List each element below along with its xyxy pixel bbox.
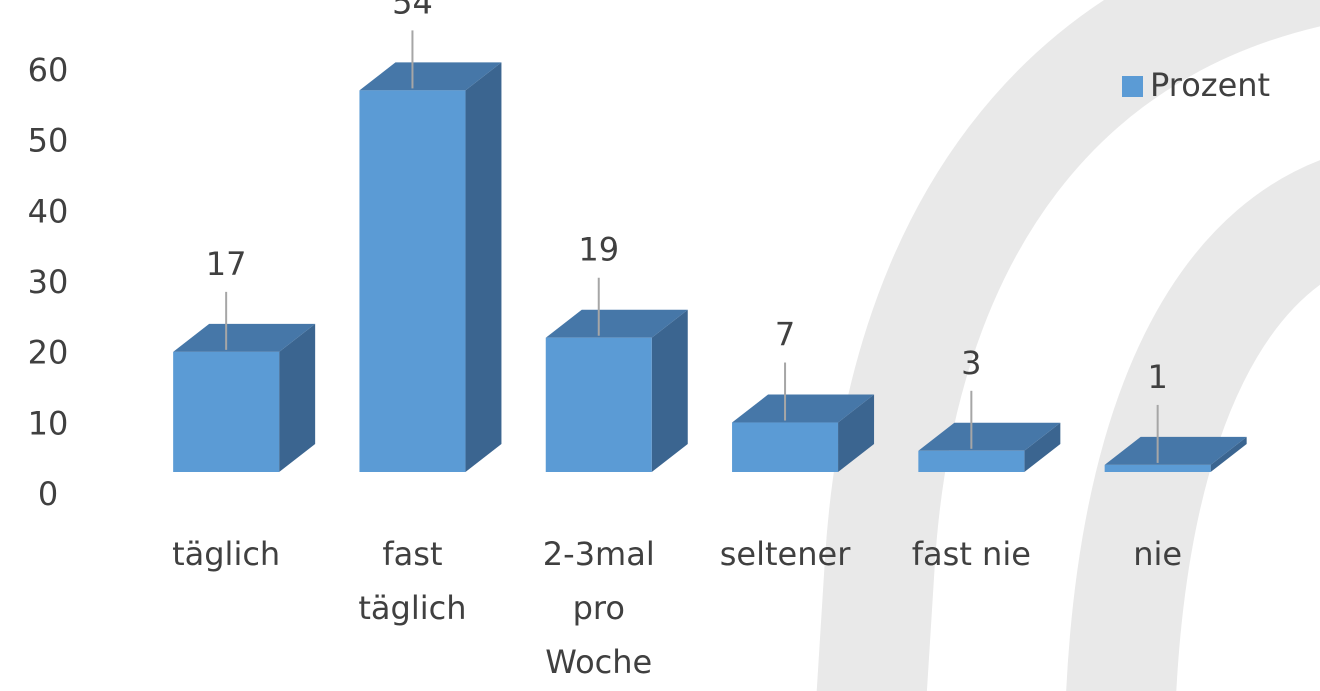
bar <box>545 337 652 472</box>
bar <box>918 450 1025 472</box>
y-tick-label: 20 <box>28 334 69 372</box>
x-tick-line: täglich <box>358 589 466 627</box>
background-decoration <box>816 0 1320 691</box>
data-label: 19 <box>578 231 619 269</box>
y-tick-label: 0 <box>38 475 58 513</box>
bar-side <box>838 394 875 472</box>
y-tick-label: 10 <box>28 404 69 442</box>
x-tick-label: seltener <box>720 535 851 573</box>
bar-top <box>1104 436 1247 465</box>
x-tick-line: nie <box>1133 535 1182 573</box>
y-tick-label: 60 <box>28 51 69 89</box>
x-tick-label: täglich <box>172 535 280 573</box>
bar-top <box>173 323 316 352</box>
x-tick-line: pro <box>573 589 625 627</box>
bar-top <box>359 62 502 91</box>
bar-top <box>545 309 688 338</box>
x-tick-label: 2-3mal pro Woche <box>543 535 655 681</box>
bar <box>173 351 280 472</box>
data-label: 7 <box>775 316 795 354</box>
x-tick-label: fast täglich <box>358 535 466 627</box>
x-tick-line: 2-3mal <box>543 535 655 573</box>
x-tick-line: fast nie <box>912 535 1031 573</box>
x-tick-line: fast <box>382 535 442 573</box>
bar-top <box>732 394 875 423</box>
x-tick-line: Woche <box>545 643 652 681</box>
y-tick-label: 50 <box>28 122 69 160</box>
data-label: 3 <box>961 344 981 382</box>
x-tick-label: fast nie <box>912 535 1031 573</box>
x-tick-line: seltener <box>720 535 851 573</box>
bar-top <box>918 422 1061 451</box>
data-label: 1 <box>1147 358 1167 396</box>
bar-side <box>1024 422 1061 472</box>
bar-side <box>465 62 502 473</box>
bar-side <box>279 323 316 472</box>
bar-side <box>1210 436 1247 472</box>
bar <box>732 422 839 472</box>
bar <box>1104 464 1211 472</box>
y-tick-label: 40 <box>28 192 69 230</box>
x-tick-label: nie <box>1133 535 1182 573</box>
bar <box>359 90 466 473</box>
data-label: 17 <box>206 245 247 283</box>
data-label: 54 <box>392 0 433 21</box>
x-tick-line: täglich <box>172 535 280 573</box>
legend-swatch <box>1122 76 1143 97</box>
legend-label: Prozent <box>1150 66 1270 104</box>
y-tick-label: 30 <box>28 263 69 301</box>
bar-side <box>651 309 688 472</box>
